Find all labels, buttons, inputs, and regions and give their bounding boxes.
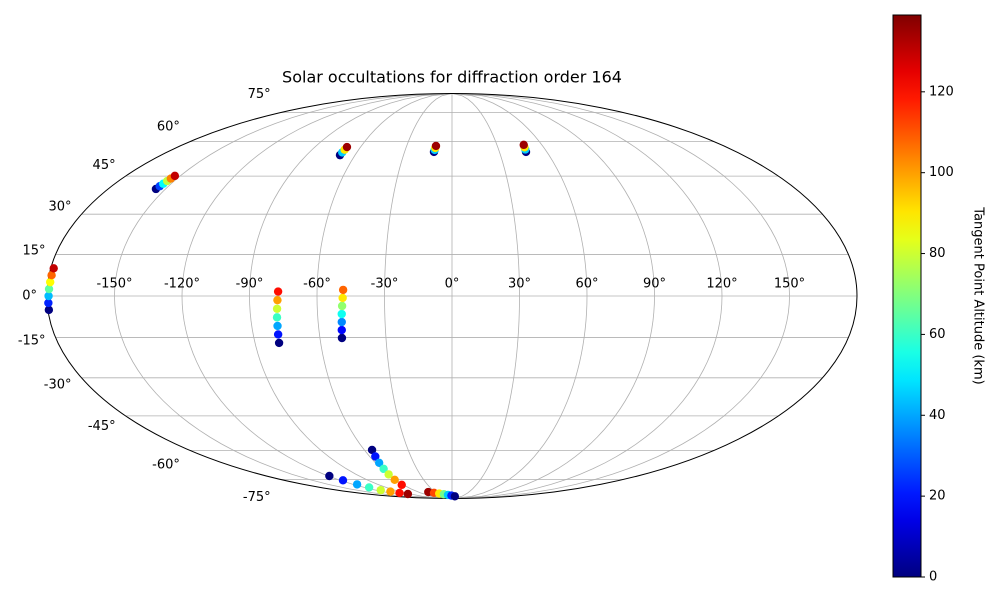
occultation-point bbox=[337, 333, 347, 343]
occultation-point bbox=[397, 480, 406, 490]
tick-labels: -150° -120° -90° -60° -30° 0° 30° 60° 90° 120° 150… bbox=[18, 87, 805, 505]
occultation-point bbox=[431, 141, 441, 151]
occultation-point bbox=[337, 309, 346, 319]
occultation-point bbox=[352, 480, 362, 489]
occultation-point bbox=[47, 271, 56, 280]
occultation-point bbox=[338, 476, 348, 485]
occultation-point bbox=[337, 325, 346, 335]
occultation-point bbox=[45, 277, 55, 287]
x-tick-label: -30° bbox=[371, 277, 399, 292]
y-tick-label: -45° bbox=[88, 419, 116, 434]
colorbar-tick-label: 60 bbox=[929, 327, 946, 342]
occultation-point bbox=[367, 445, 377, 455]
occultation-point bbox=[386, 487, 395, 496]
x-tick-label: -60° bbox=[303, 277, 331, 292]
x-tick-label: 150° bbox=[774, 277, 805, 292]
y-tick-label: 75° bbox=[248, 87, 271, 102]
y-tick-label: -30° bbox=[44, 378, 72, 393]
occultation-point bbox=[274, 338, 284, 348]
x-tick-label: 30° bbox=[508, 277, 531, 292]
occultation-point bbox=[273, 321, 282, 331]
occultation-point bbox=[450, 492, 460, 501]
occultation-point bbox=[337, 301, 347, 311]
x-tick-label: 90° bbox=[643, 277, 666, 292]
occultation-point bbox=[376, 485, 385, 495]
occultation-point bbox=[49, 264, 58, 273]
occultation-point bbox=[342, 142, 352, 152]
occultation-point bbox=[371, 452, 380, 461]
occultation-point bbox=[395, 488, 404, 498]
graticule bbox=[47, 93, 857, 499]
y-tick-label: 45° bbox=[93, 158, 116, 173]
occultation-point bbox=[403, 489, 413, 499]
y-tick-label: 15° bbox=[23, 243, 46, 258]
y-tick-label: -60° bbox=[152, 457, 180, 472]
colorbar-tick-label: 0 bbox=[929, 570, 937, 585]
y-tick-label: 60° bbox=[157, 120, 180, 135]
occultation-point bbox=[273, 295, 282, 305]
occultation-point bbox=[272, 304, 282, 313]
occultation-point bbox=[384, 470, 393, 479]
y-tick-label: 0° bbox=[22, 289, 37, 304]
occultation-point bbox=[374, 458, 384, 468]
colorbar-tick-label: 100 bbox=[929, 165, 954, 180]
occultation-point bbox=[272, 313, 282, 322]
occultation-point bbox=[44, 305, 54, 315]
x-tick-label: 120° bbox=[706, 277, 737, 292]
occultation-point bbox=[273, 330, 283, 339]
colorbar-tick-label: 80 bbox=[929, 246, 946, 261]
occultation-point bbox=[338, 285, 348, 295]
colorbar-tick-label: 40 bbox=[929, 408, 946, 423]
occultation-point bbox=[379, 464, 388, 474]
occultation-point bbox=[338, 293, 347, 303]
colorbar-tick-label: 120 bbox=[929, 84, 954, 99]
occultation-point bbox=[273, 287, 283, 296]
occultation-point bbox=[170, 171, 180, 181]
colorbar-label: Tangent Point Altitude (km) bbox=[971, 206, 986, 384]
chart-title: Solar occultations for diffraction order… bbox=[282, 68, 622, 87]
x-tick-label: -150° bbox=[96, 277, 132, 292]
occultation-point bbox=[44, 284, 54, 294]
occultation-point bbox=[337, 317, 346, 327]
y-tick-label: -75° bbox=[243, 490, 271, 505]
occultation-point bbox=[44, 291, 53, 301]
occultation-point bbox=[325, 471, 334, 481]
colorbar bbox=[892, 14, 922, 578]
occultation-point bbox=[390, 475, 399, 485]
x-tick-label: 60° bbox=[575, 277, 598, 292]
points bbox=[44, 140, 531, 501]
colorbar-ticks: 0 20 40 60 80 100 120 bbox=[921, 84, 954, 585]
x-tick-label: 0° bbox=[445, 277, 460, 292]
x-tick-label: -120° bbox=[164, 277, 200, 292]
occultation-point bbox=[364, 483, 374, 492]
occultation-point bbox=[519, 140, 528, 150]
y-tick-label: -15° bbox=[18, 334, 46, 349]
x-tick-label: -90° bbox=[236, 277, 264, 292]
occultation-point bbox=[44, 298, 53, 308]
y-tick-label: 30° bbox=[48, 199, 71, 214]
colorbar-tick-label: 20 bbox=[929, 489, 946, 504]
